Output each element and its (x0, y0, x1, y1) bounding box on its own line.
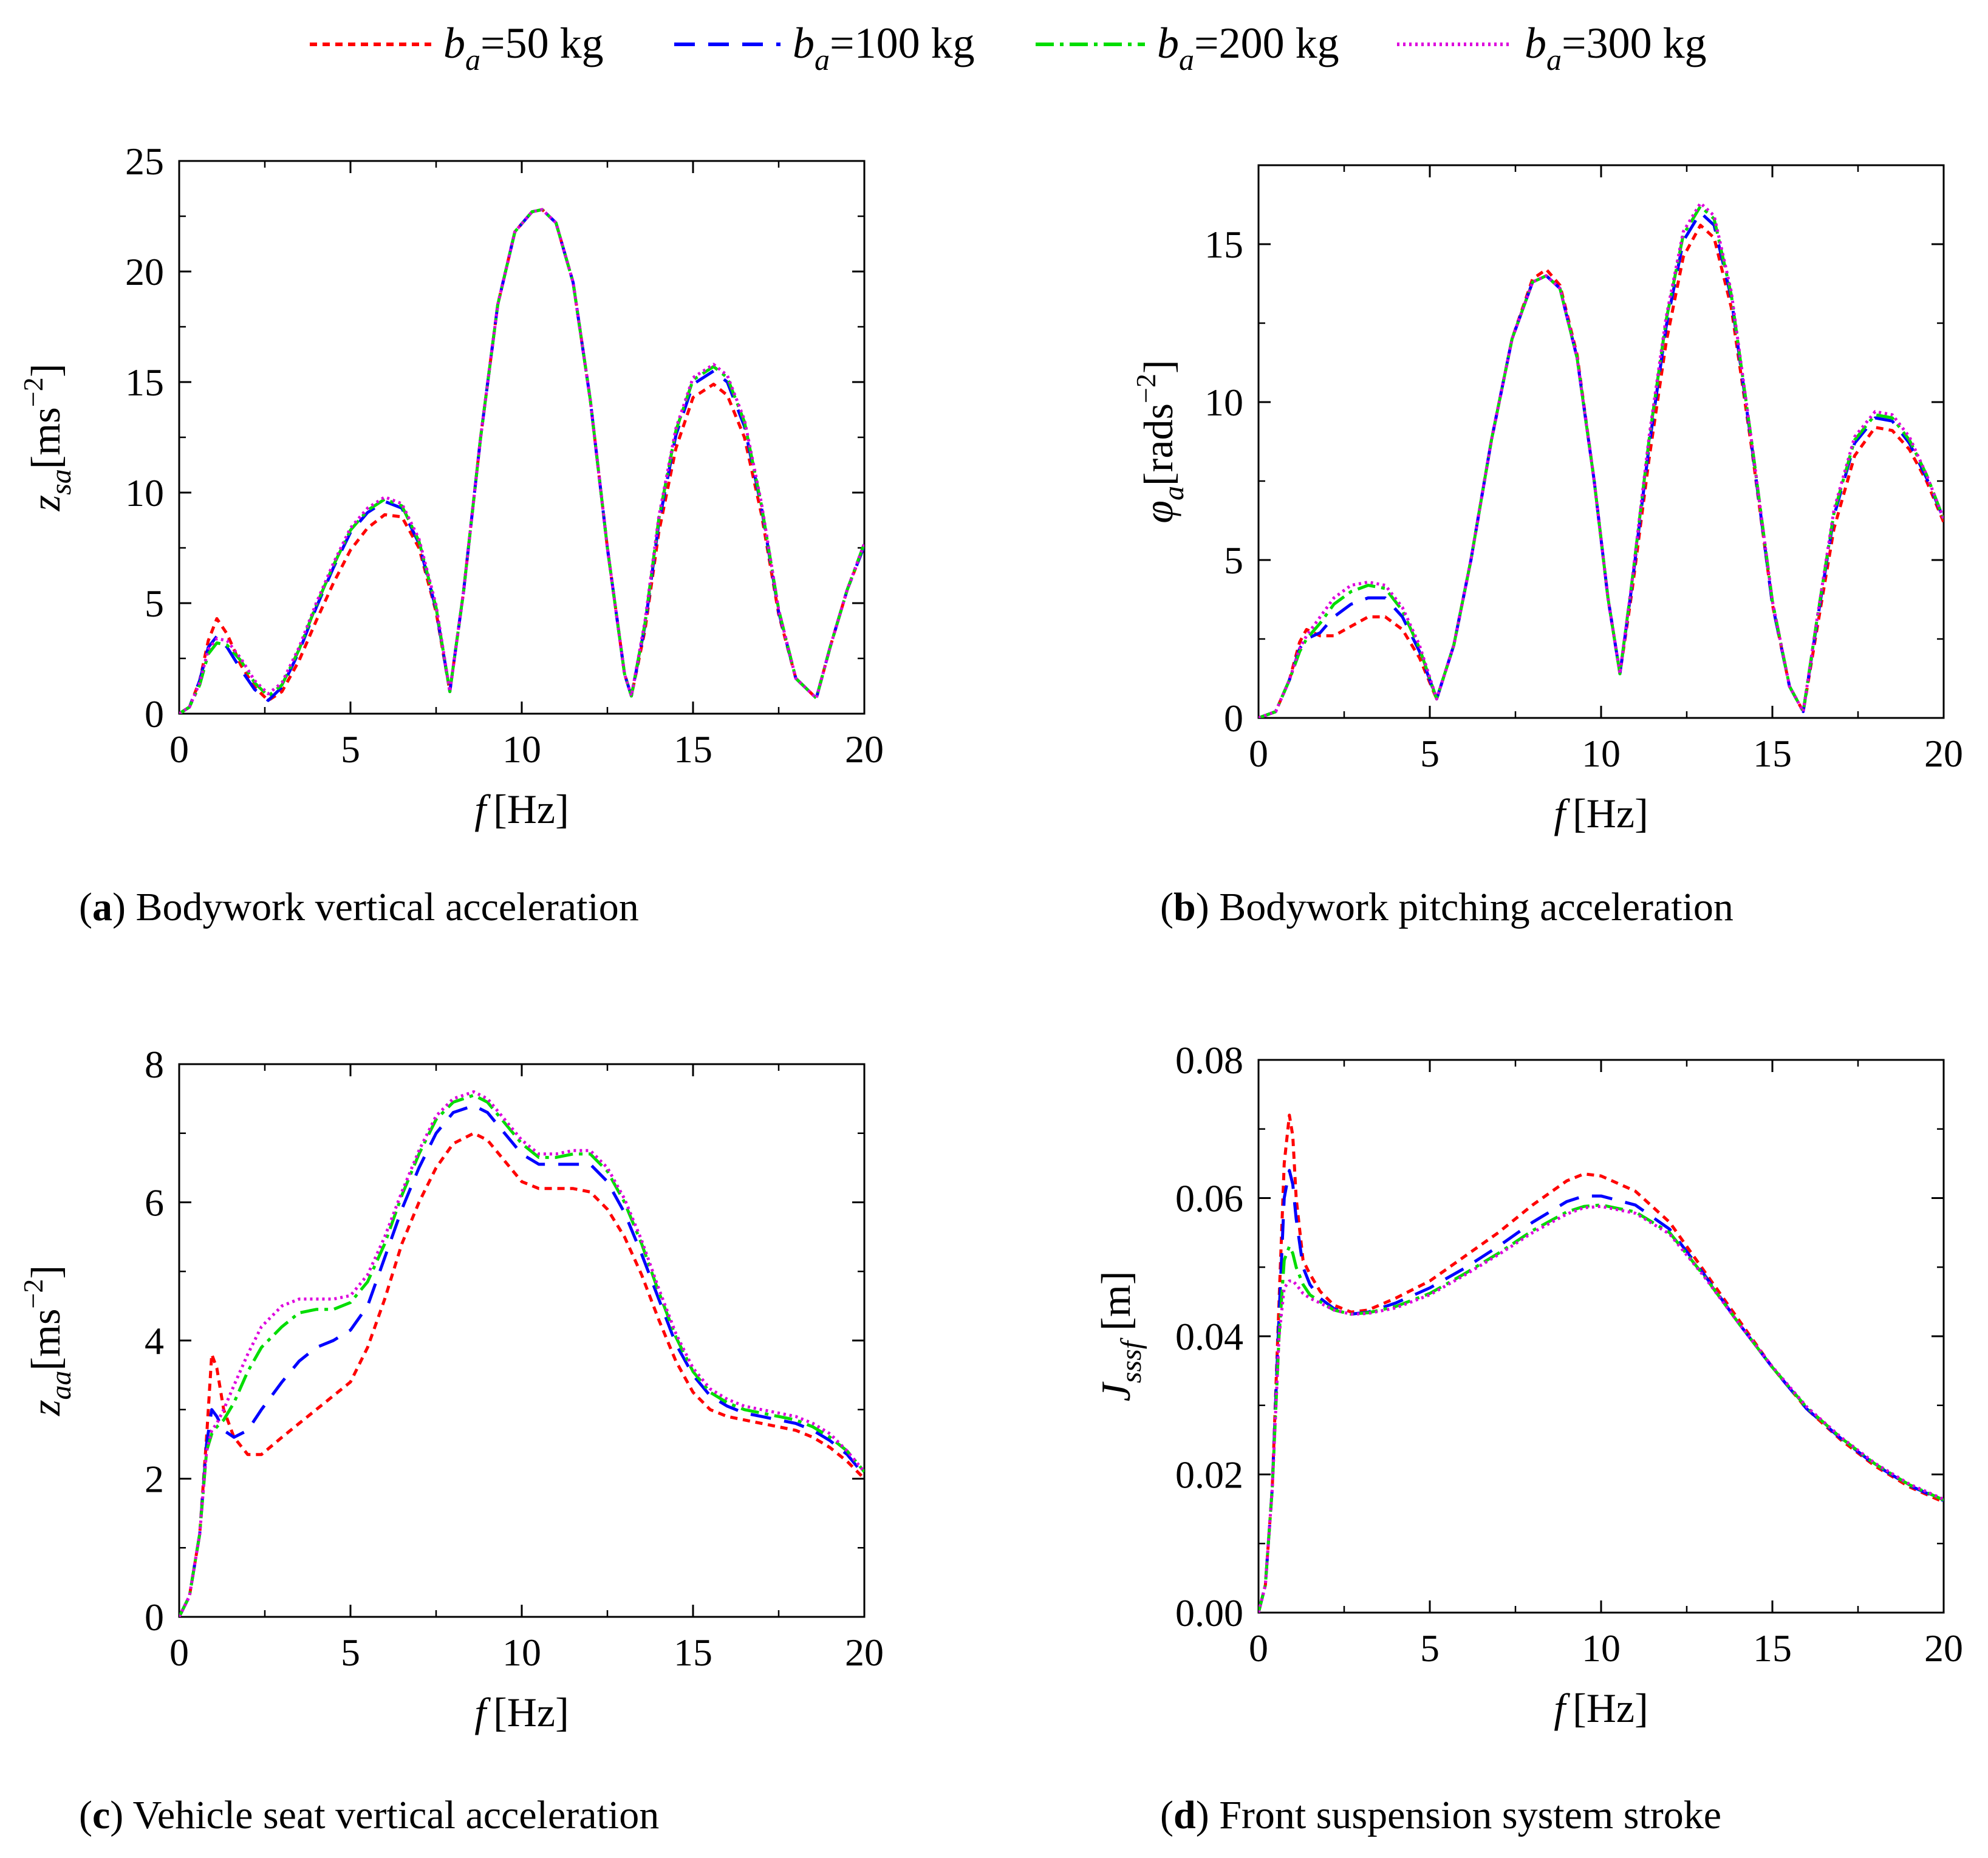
series-line-1 (179, 1132, 864, 1617)
y-tick-label: 0.04 (1175, 1315, 1243, 1358)
series-line-2 (1259, 211, 1944, 718)
series-line-4 (179, 208, 864, 714)
series-line-3 (179, 208, 864, 714)
series-line-3 (179, 1093, 864, 1617)
panel-caption: (b) Bodywork pitching acceleration (1160, 885, 1734, 929)
y-tick-label: 5 (1224, 539, 1243, 582)
x-axis-label: f [Hz] (474, 1689, 569, 1735)
x-tick-label: 15 (674, 728, 712, 771)
y-tick-label: 2 (145, 1458, 164, 1501)
x-axis-label: f [Hz] (474, 786, 569, 832)
chart-panel-d: 0 5 10 15 20 0.00 0.02 0.04 0.06 0.08 f [Hz] Jsssf [… (1093, 1039, 1963, 1837)
y-tick-label: 5 (145, 582, 164, 625)
chart-panel-a: 0 5 10 15 20 0 5 10 15 20 25 f [Hz] zsa[ms−2] (a) Body… (18, 140, 884, 929)
plot-frame (1257, 1059, 1945, 1614)
x-tick-label: 10 (1582, 1627, 1621, 1670)
y-tick-label: 0 (145, 1596, 164, 1639)
x-tick-label: 15 (1753, 1627, 1792, 1670)
y-tick-label: 0 (1224, 697, 1243, 740)
x-tick-label: 10 (502, 728, 541, 771)
x-tick-label: 0 (169, 1631, 189, 1674)
series-line-2 (1259, 1169, 1944, 1613)
x-tick-label: 20 (845, 728, 884, 771)
legend-entry: ba=100 kg (674, 19, 975, 77)
series-line-4 (1259, 1204, 1944, 1613)
y-tick-label: 15 (125, 361, 164, 404)
y-tick-label: 0.02 (1175, 1453, 1243, 1497)
series-line-1 (1259, 224, 1944, 718)
chart-panel-c: 0 5 10 15 20 0 2 4 6 8 f [Hz] zaa[ms−2] (c) Vehicle s… (18, 1043, 884, 1837)
x-tick-label: 20 (1924, 732, 1963, 775)
series-line-3 (1259, 1203, 1944, 1613)
x-tick-label: 0 (1249, 732, 1268, 775)
x-axis-label: f [Hz] (1554, 790, 1648, 836)
y-axis-label: zaa[ms−2] (18, 1265, 77, 1416)
series-line-3 (1259, 205, 1944, 718)
panel-caption: (a) Bodywork vertical acceleration (79, 885, 639, 929)
chart-panel-b: 0 5 10 15 20 0 5 10 15 f [Hz] φa[rads−2] (b) Bodywor… (1130, 164, 1963, 929)
panel-caption: (c) Vehicle seat vertical acceleration (79, 1793, 659, 1837)
plot-frame (178, 160, 866, 715)
x-axis-label: f [Hz] (1554, 1685, 1648, 1731)
y-tick-label: 10 (125, 471, 164, 514)
x-tick-label: 5 (1420, 1627, 1440, 1670)
y-tick-label: 0.06 (1175, 1177, 1243, 1220)
series-line-2 (179, 208, 864, 714)
legend-label: ba=300 kg (1525, 19, 1707, 77)
y-tick-label: 20 (125, 250, 164, 293)
x-tick-label: 5 (341, 1631, 360, 1674)
plot-frame (1257, 164, 1945, 719)
y-tick-label: 0.08 (1175, 1039, 1243, 1082)
series-line-1 (179, 208, 864, 714)
x-tick-label: 20 (1924, 1627, 1963, 1670)
plot-frame (178, 1063, 866, 1618)
y-axis-label: Jsssf [m] (1093, 1271, 1147, 1402)
legend: ba=50 kg ba=100 kg ba=200 kg ba=300 kg (310, 19, 1707, 77)
legend-entry: ba=200 kg (1036, 19, 1339, 77)
y-tick-label: 8 (145, 1043, 164, 1086)
y-tick-label: 4 (145, 1319, 164, 1362)
legend-label: ba=50 kg (443, 19, 604, 77)
series-line-4 (179, 1090, 864, 1617)
y-tick-label: 10 (1204, 381, 1243, 424)
y-tick-label: 25 (125, 140, 164, 183)
x-tick-label: 5 (341, 728, 360, 771)
legend-entry: ba=50 kg (310, 19, 604, 77)
x-tick-label: 15 (1753, 732, 1792, 775)
legend-entry: ba=300 kg (1397, 19, 1707, 77)
x-tick-label: 10 (502, 1631, 541, 1674)
panel-caption: (d) Front suspension system stroke (1160, 1793, 1721, 1837)
series-line-4 (1259, 201, 1944, 718)
x-tick-label: 15 (674, 1631, 712, 1674)
legend-label: ba=100 kg (793, 19, 975, 77)
x-tick-label: 0 (1249, 1627, 1268, 1670)
y-axis-label: φa[rads−2] (1130, 360, 1190, 523)
y-tick-label: 15 (1204, 223, 1243, 266)
y-tick-label: 0.00 (1175, 1591, 1243, 1634)
y-tick-label: 6 (145, 1181, 164, 1224)
legend-label: ba=200 kg (1157, 19, 1339, 77)
x-tick-label: 5 (1420, 732, 1440, 775)
x-tick-label: 0 (169, 728, 189, 771)
series-line-1 (1259, 1113, 1944, 1613)
x-tick-label: 20 (845, 1631, 884, 1674)
y-axis-label: zsa[ms−2] (18, 364, 77, 512)
series-line-2 (179, 1104, 864, 1617)
y-tick-label: 0 (145, 692, 164, 736)
x-tick-label: 10 (1582, 732, 1621, 775)
